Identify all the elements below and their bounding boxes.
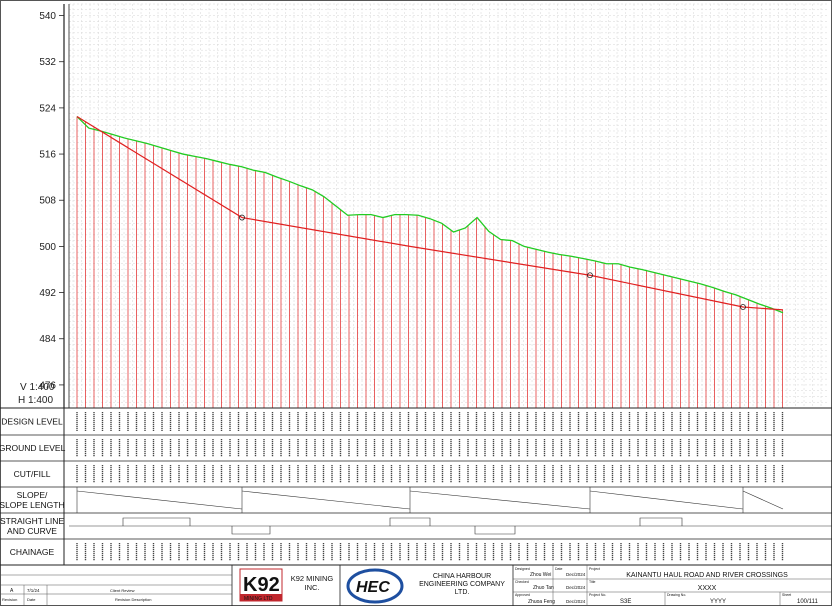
- y-tick-label: 500: [39, 242, 56, 253]
- y-tick-label: 476: [39, 380, 56, 391]
- drawing-no: YYYY: [710, 599, 726, 605]
- k92-company-name: K92 MINING INC.: [291, 574, 334, 592]
- title-block: A 7/1/24 Client Review Revision Date Rev…: [0, 564, 832, 606]
- sheet-number: 100/111: [797, 599, 818, 605]
- y-ticks: 476 484 492 500 508 516 524 532 540: [39, 11, 64, 391]
- row-label: CHAINAGE: [10, 547, 55, 557]
- y-tick-label: 508: [39, 196, 56, 207]
- grade-break-marker: [587, 272, 593, 279]
- grade-break-marker: [740, 304, 746, 310]
- project-label: Project: [589, 567, 600, 571]
- table-row-labels: DESIGN LEVEL GROUND LEVEL CUT/FILL SLOPE/SL…: [0, 417, 66, 558]
- y-tick-label: 540: [39, 11, 56, 22]
- revision-header: Revision: [2, 597, 17, 602]
- revision-date: 7/1/24: [27, 588, 40, 593]
- horizontal-scale: H 1:400: [18, 395, 53, 406]
- row-label: CUT/FILL: [14, 469, 51, 479]
- slope-segment: [742, 490, 784, 510]
- ground-level-line: [76, 116, 784, 314]
- k92-logo-text: K92: [243, 574, 280, 596]
- curve-element: [231, 526, 271, 535]
- y-tick-label: 492: [39, 288, 56, 299]
- approve-date: Dec/2024: [566, 599, 586, 604]
- design-date: Dec/2024: [566, 572, 586, 577]
- table-row-lines: [0, 434, 832, 540]
- elevation-hatch-lines: [76, 116, 783, 408]
- k92-logo-tag: MINING LTD: [244, 596, 273, 602]
- hec-logo: HEC: [356, 579, 390, 596]
- title-label: Title: [589, 580, 596, 584]
- row-label: STRAIGHT LINE AND CURVE: [0, 516, 64, 536]
- k92-logo-band: [240, 594, 282, 601]
- designed-by: Zhou Wei: [530, 572, 551, 578]
- designed-label: Designed: [515, 567, 530, 571]
- data-table: DESIGN LEVEL GROUND LEVEL CUT/FILL SLOPE/SL…: [0, 407, 832, 565]
- date-header: Date: [27, 597, 36, 602]
- approved-by: Zhuoa Feng: [528, 599, 555, 605]
- project-no-label: Project No.: [589, 593, 606, 597]
- approved-label: Approved: [515, 593, 530, 597]
- checked-label: Checked: [515, 580, 529, 584]
- row-label: GROUND LEVEL: [0, 443, 66, 453]
- slope-segment: [589, 490, 744, 510]
- checked-by: Zhuo Tan: [533, 585, 554, 591]
- grade-break-marker: [239, 214, 245, 221]
- curve-element: [389, 517, 431, 526]
- drawing-no-label: Drawing No.: [667, 593, 686, 597]
- sheet-label: Sheet: [782, 593, 791, 597]
- curve-element: [122, 517, 191, 526]
- table-value-marks: [76, 412, 784, 561]
- curve-element: [639, 517, 683, 526]
- row-label: DESIGN LEVEL: [1, 417, 63, 427]
- y-tick-label: 532: [39, 57, 56, 68]
- revision-letter: A: [10, 588, 14, 594]
- drawing-title: XXXX: [698, 585, 717, 592]
- design-level-line: [76, 116, 784, 311]
- project-name: KAINANTU HAUL ROAD AND RIVER CROSSINGS: [626, 572, 788, 579]
- y-tick-label: 516: [39, 150, 56, 161]
- project-no: S3E: [620, 599, 631, 605]
- y-tick-label: 524: [39, 103, 56, 114]
- slope-segment: [76, 490, 243, 510]
- hec-logo-ring: [346, 568, 404, 604]
- check-date: Dec/2024: [566, 585, 586, 590]
- date-label: Date: [555, 567, 562, 571]
- row-label: SLOPE/SLOPE LENGTH: [0, 490, 65, 510]
- y-tick-label: 484: [39, 334, 56, 345]
- slope-row-graphics: [76, 487, 784, 513]
- slope-segment: [409, 490, 591, 510]
- grid: [69, 3, 828, 409]
- curve-row-graphics: [69, 517, 832, 535]
- hec-company-name: CHINA HARBOUR ENGINEERING COMPANY LTD.: [419, 573, 505, 596]
- vertical-scale: V 1:400: [20, 382, 55, 393]
- revision-description: Client Review: [110, 588, 135, 593]
- slope-segment: [241, 490, 411, 510]
- grade-break-markers: [239, 214, 746, 310]
- curve-element: [474, 526, 516, 535]
- description-header: Revision Description: [115, 597, 151, 602]
